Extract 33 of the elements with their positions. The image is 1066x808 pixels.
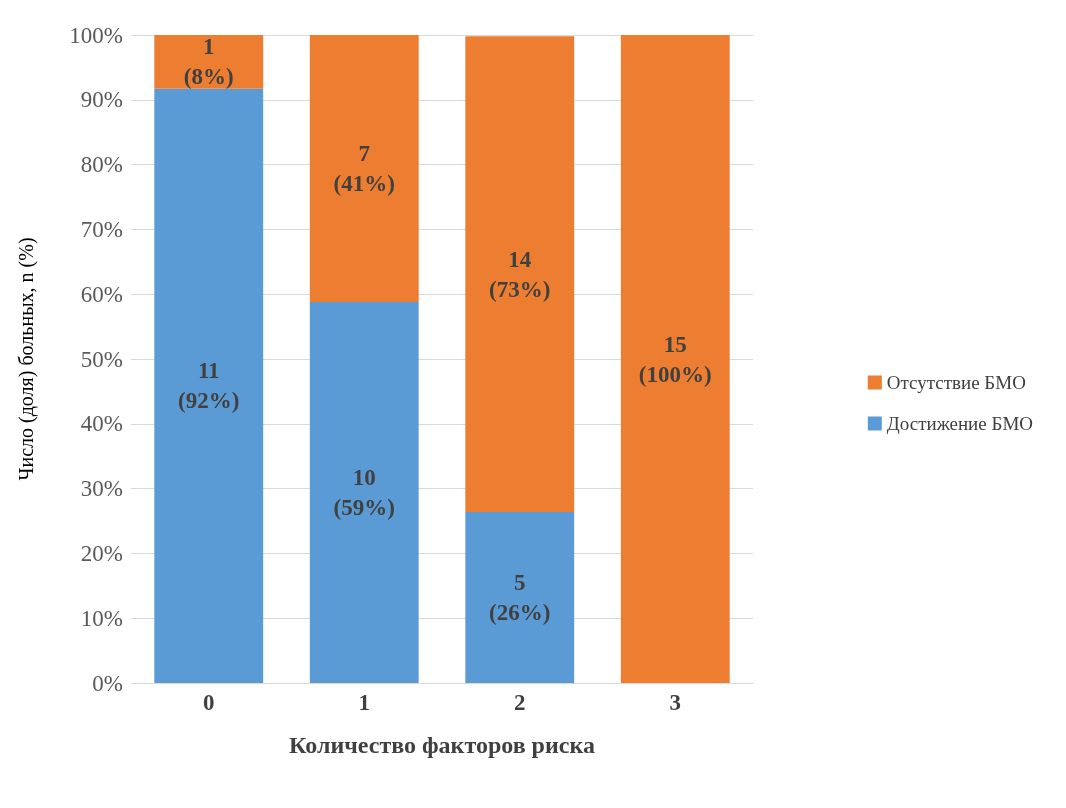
- bar: [309, 35, 419, 302]
- data-label: 14 (73%): [489, 246, 551, 302]
- data-label: 1 (8%): [183, 34, 234, 90]
- y-tick-label: 20%: [80, 540, 123, 566]
- bar: [154, 35, 264, 89]
- y-tick-label: 30%: [80, 476, 123, 502]
- y-tick-label: 90%: [80, 87, 123, 113]
- x-tick-label: 2: [514, 690, 526, 715]
- x-tick-label: 0: [203, 690, 215, 715]
- legend-label: Достижение БМО: [886, 413, 1034, 434]
- x-tick-label: 1: [358, 690, 370, 715]
- legend-label: Отсутствие БМО: [886, 372, 1026, 393]
- y-axis-title: Число (доля) больных, n (%): [15, 237, 38, 481]
- y-tick-label: 50%: [80, 346, 123, 372]
- bar: [309, 301, 419, 683]
- bar: [465, 36, 575, 512]
- bar: [154, 88, 264, 683]
- data-label: 5 (26%): [489, 569, 551, 625]
- x-tick-label: 3: [669, 690, 681, 715]
- y-tick-label: 10%: [80, 605, 123, 631]
- data-label: 15 (100%): [638, 331, 712, 387]
- bar: [620, 35, 730, 683]
- y-tick-label: 0%: [92, 670, 123, 696]
- bar: [465, 511, 575, 683]
- data-label: 10 (59%): [333, 464, 395, 520]
- y-tick-label: 100%: [69, 22, 123, 48]
- data-label: 7 (41%): [333, 140, 395, 196]
- data-label: 11 (92%): [178, 358, 240, 414]
- y-tick-label: 80%: [80, 152, 123, 178]
- x-axis-title: Количество факторов риска: [289, 732, 595, 758]
- y-tick-label: 70%: [80, 216, 123, 242]
- y-tick-label: 40%: [80, 411, 123, 437]
- y-tick-label: 60%: [80, 281, 123, 307]
